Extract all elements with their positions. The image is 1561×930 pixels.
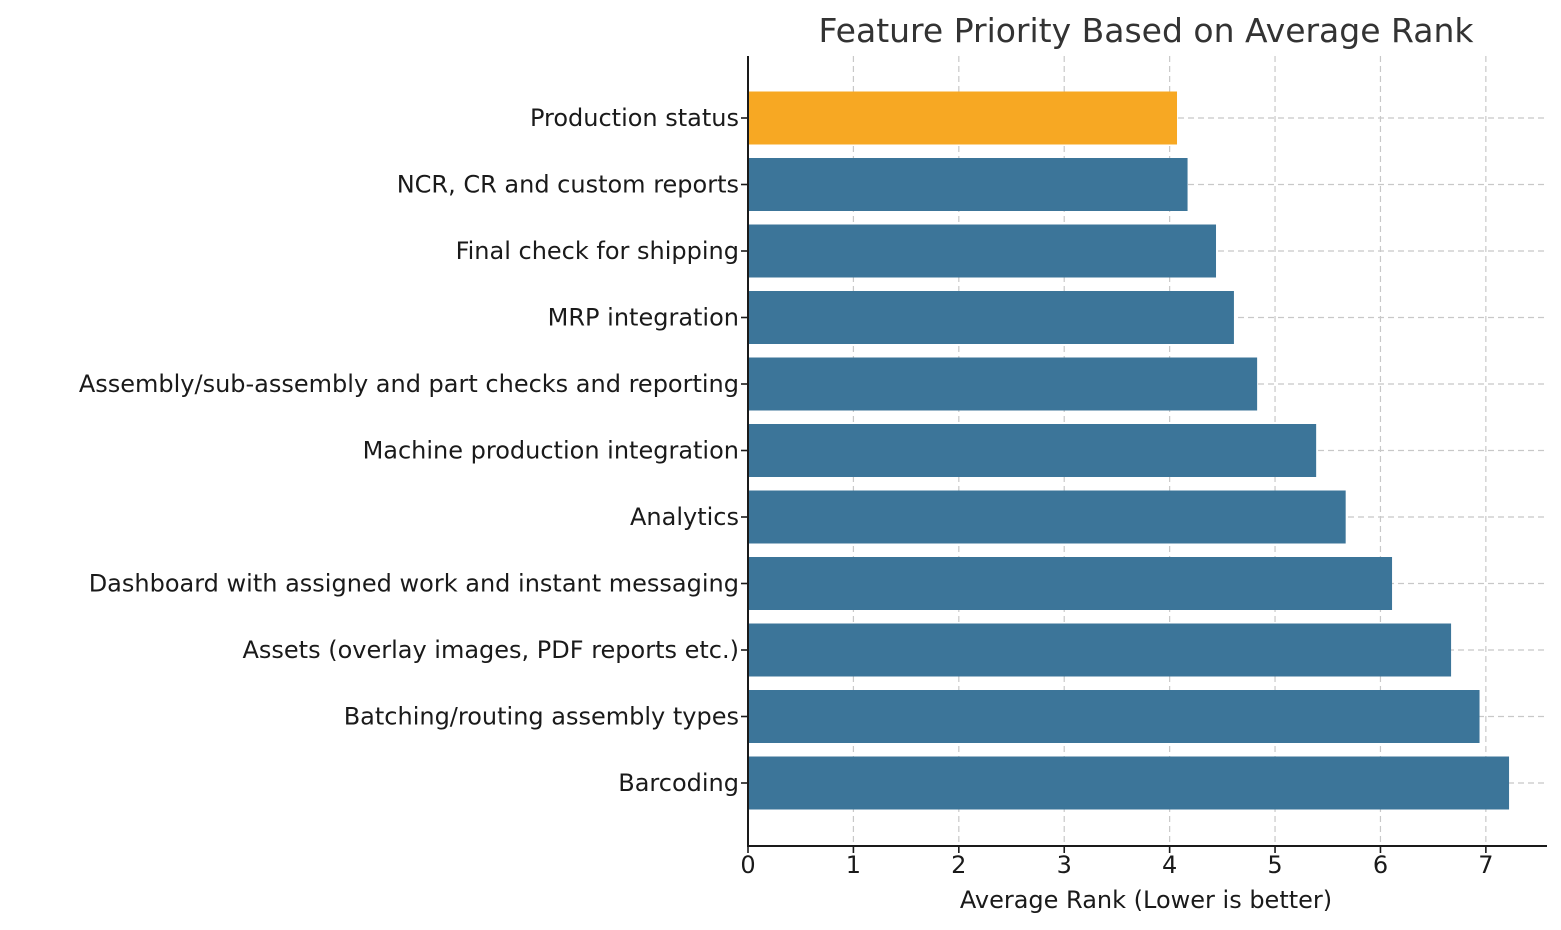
x-tick-label: 4 bbox=[1162, 851, 1177, 879]
bar-batching-routing-assembly-types bbox=[748, 690, 1480, 743]
axes bbox=[741, 56, 1547, 853]
bar-analytics bbox=[748, 490, 1346, 544]
x-tick-label: 6 bbox=[1373, 851, 1388, 879]
bar-dashboard-with-assigned-work-and-instant-messaging bbox=[748, 557, 1393, 610]
bar-production-status bbox=[748, 91, 1178, 145]
category-label: NCR, CR and custom reports bbox=[397, 171, 739, 199]
category-label: Batching/routing assembly types bbox=[344, 703, 739, 731]
x-tick-label: 5 bbox=[1267, 851, 1282, 879]
bar-assets-overlay-images-pdf-reports-etc bbox=[748, 623, 1452, 677]
bar-machine-production-integration bbox=[748, 424, 1317, 477]
category-label: Assets (overlay images, PDF reports etc.… bbox=[242, 636, 739, 664]
category-label: Dashboard with assigned work and instant… bbox=[89, 570, 739, 598]
bar-barcoding bbox=[748, 756, 1510, 810]
category-label: Final check for shipping bbox=[456, 237, 739, 265]
category-label: Assembly/sub-assembly and part checks an… bbox=[79, 370, 739, 398]
category-label: MRP integration bbox=[548, 304, 739, 332]
x-tick-label: 7 bbox=[1478, 851, 1493, 879]
x-tick-label: 3 bbox=[1057, 851, 1072, 879]
x-tick-label: 2 bbox=[951, 851, 966, 879]
bars bbox=[748, 91, 1510, 810]
chart-title: Feature Priority Based on Average Rank bbox=[819, 11, 1475, 50]
x-tick-labels: 0 1 2 3 4 5 6 7 bbox=[740, 851, 1493, 879]
x-tick-label: 0 bbox=[740, 851, 755, 879]
bar-ncr-cr-and-custom-reports bbox=[748, 158, 1188, 211]
category-labels: Production status NCR, CR and custom repo… bbox=[79, 104, 739, 797]
category-label: Analytics bbox=[630, 503, 739, 531]
x-tick-label: 1 bbox=[846, 851, 861, 879]
bar-final-check-for-shipping bbox=[748, 224, 1217, 278]
bar-mrp-integration bbox=[748, 291, 1234, 344]
category-label: Production status bbox=[530, 104, 739, 132]
bar-assembly-sub-assembly-and-part-checks-and-reporting bbox=[748, 357, 1258, 411]
category-label: Machine production integration bbox=[363, 437, 739, 465]
category-label: Barcoding bbox=[618, 769, 739, 797]
x-axis-title: Average Rank (Lower is better) bbox=[960, 886, 1332, 914]
